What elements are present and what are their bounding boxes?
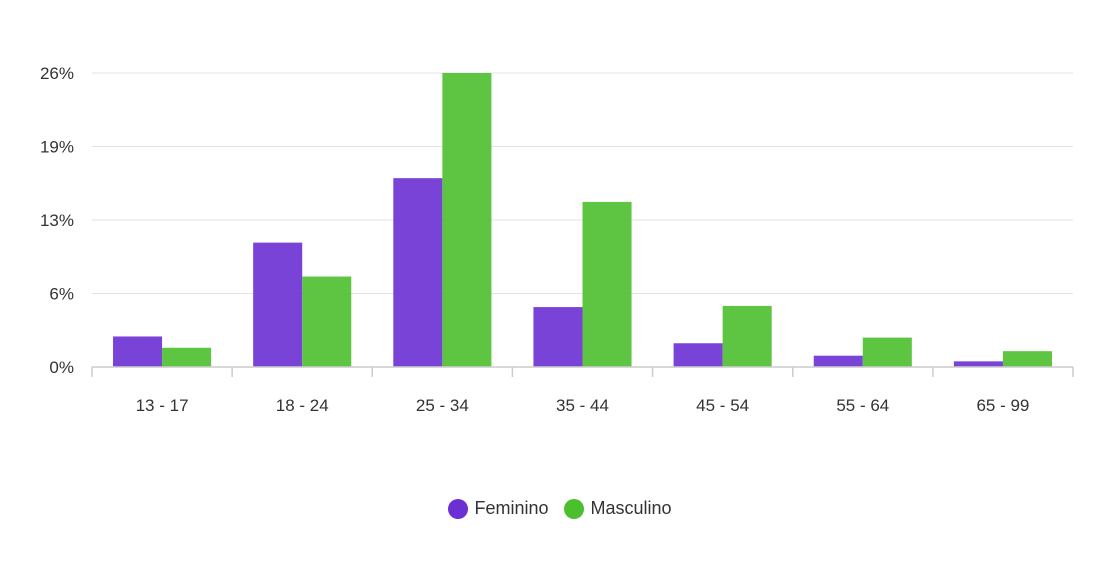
legend: Feminino Masculino xyxy=(0,498,1120,519)
bar-feminino[interactable] xyxy=(813,355,863,367)
x-tick-label: 35 - 44 xyxy=(556,396,609,415)
x-tick-label: 25 - 34 xyxy=(416,396,469,415)
y-tick-label: 13% xyxy=(40,211,74,230)
y-tick-label: 0% xyxy=(49,358,74,377)
x-tick-label: 55 - 64 xyxy=(836,396,889,415)
legend-item-masculino[interactable]: Masculino xyxy=(564,498,672,519)
y-tick-label: 19% xyxy=(40,138,74,157)
bar-masculino[interactable] xyxy=(302,276,352,367)
y-tick-label: 6% xyxy=(49,285,74,304)
legend-label-masculino: Masculino xyxy=(590,498,672,518)
bar-feminino[interactable] xyxy=(113,336,163,367)
bar-masculino[interactable] xyxy=(722,305,772,367)
legend-item-feminino[interactable]: Feminino xyxy=(448,498,548,519)
bar-masculino[interactable] xyxy=(442,73,492,367)
x-tick-label: 18 - 24 xyxy=(276,396,329,415)
bar-feminino[interactable] xyxy=(533,307,583,367)
bar-feminino[interactable] xyxy=(953,361,1003,367)
bar-masculino[interactable] xyxy=(162,347,212,367)
legend-label-feminino: Feminino xyxy=(474,498,549,518)
x-tick-label: 65 - 99 xyxy=(976,396,1029,415)
bar-chart: 0% 6% 13% 19% 26% 13 - 17 18 - 24 25 - 34 35 - 4… xyxy=(40,64,1074,415)
bar-masculino[interactable] xyxy=(862,337,912,367)
x-tick-label: 13 - 17 xyxy=(136,396,189,415)
bar-feminino[interactable] xyxy=(393,178,443,367)
bar-masculino[interactable] xyxy=(582,201,632,367)
legend-swatch-masculino xyxy=(564,498,585,519)
y-tick-label: 26% xyxy=(40,64,74,83)
bar-feminino[interactable] xyxy=(673,343,723,367)
bar-feminino[interactable] xyxy=(253,242,303,367)
legend-swatch-feminino xyxy=(448,498,469,519)
x-tick-label: 45 - 54 xyxy=(696,396,749,415)
bar-masculino[interactable] xyxy=(1002,351,1052,367)
